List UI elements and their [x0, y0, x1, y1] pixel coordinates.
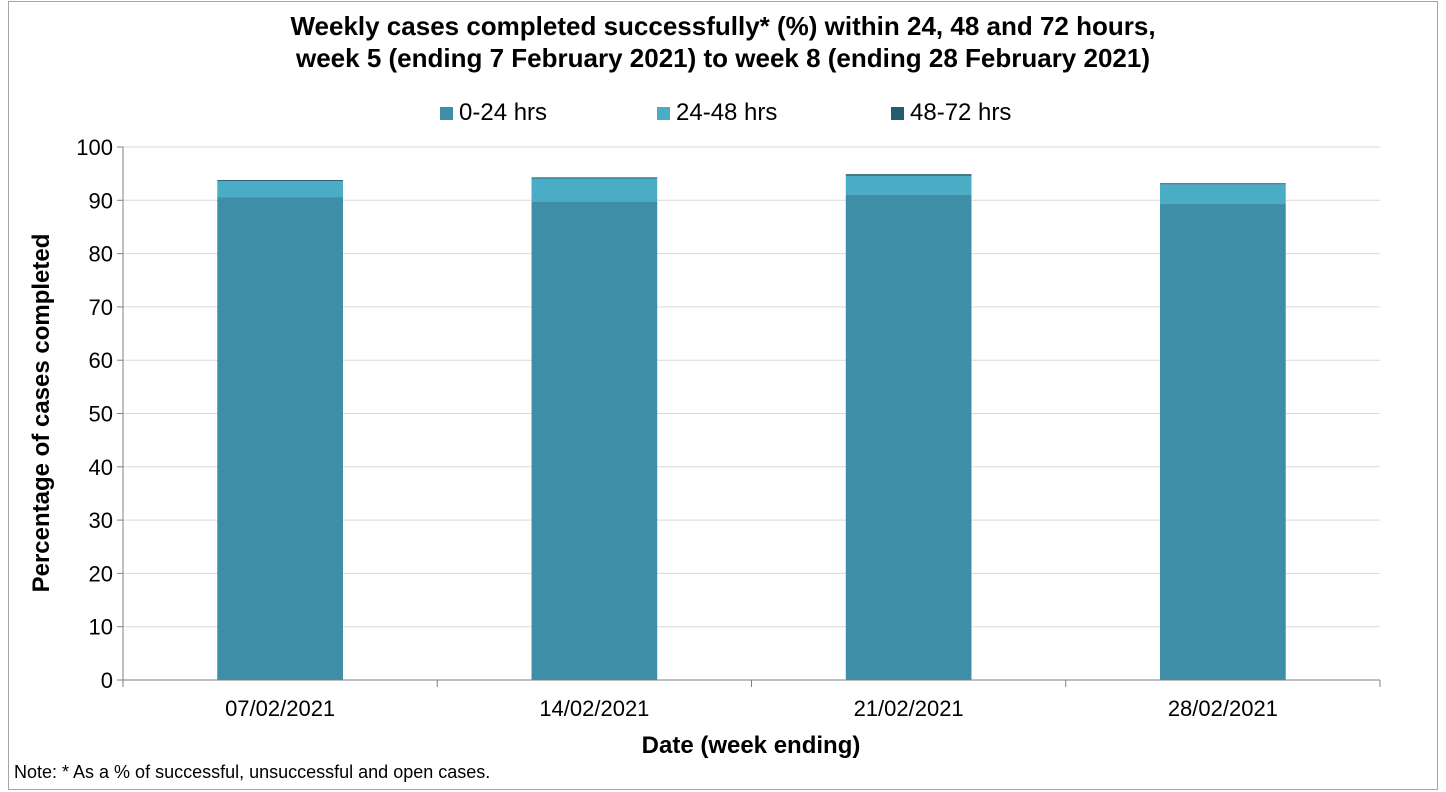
legend-item-24-48: 24-48 hrs	[657, 98, 777, 128]
y-tick-label-70: 70	[89, 295, 113, 320]
bar-07/02/2021-48-72 hrs	[217, 180, 343, 182]
legend-swatch-48-72	[891, 106, 904, 120]
x-tick-label-28/02/2021: 28/02/2021	[1168, 696, 1278, 721]
x-tick-label-14/02/2021: 14/02/2021	[539, 696, 649, 721]
chart-legend: 0-24 hrs 24-48 hrs 48-72 hrs	[0, 98, 1446, 128]
legend-label-0-24: 0-24 hrs	[459, 99, 548, 126]
bar-28/02/2021-24-48 hrs	[1160, 184, 1286, 205]
axes: 0 10 20 30 40 50 60 70 80 90 100 07/02/2021 14/02/20…	[76, 135, 1381, 721]
bar-07/02/2021-24-48 hrs	[217, 181, 343, 198]
bar-21/02/2021-24-48 hrs	[845, 175, 972, 195]
legend-swatch-24-48	[657, 106, 670, 120]
bar-21/02/2021-48-72 hrs	[845, 174, 972, 176]
bars	[217, 174, 1286, 681]
legend-swatch-0-24	[440, 106, 453, 120]
y-tick-label-0: 0	[101, 668, 113, 693]
bar-28/02/2021-48-72 hrs	[1160, 183, 1286, 185]
y-tick-label-40: 40	[89, 455, 113, 480]
y-tick-label-50: 50	[89, 402, 113, 427]
y-tick-label-10: 10	[89, 615, 113, 640]
y-tick-label-20: 20	[89, 561, 113, 586]
x-tick-label-07/02/2021: 07/02/2021	[225, 696, 335, 721]
bar-14/02/2021-48-72 hrs	[531, 177, 658, 179]
legend-label-24-48: 24-48 hrs	[676, 99, 778, 126]
bar-28/02/2021-0-24 hrs	[1160, 204, 1286, 680]
y-axis-title: Percentage of cases completed	[28, 234, 55, 593]
bar-21/02/2021-0-24 hrs	[845, 194, 972, 680]
y-tick-label-90: 90	[89, 188, 113, 213]
chart-title: Weekly cases completed successfully* (%)…	[0, 10, 1446, 74]
chart-title-line-2: week 5 (ending 7 February 2021) to week …	[296, 43, 1150, 73]
y-tick-label-30: 30	[89, 508, 113, 533]
y-tick-label-80: 80	[89, 242, 113, 267]
x-tick-label-21/02/2021: 21/02/2021	[854, 696, 964, 721]
legend-label-48-72: 48-72 hrs	[910, 99, 1012, 126]
bar-14/02/2021-0-24 hrs	[531, 201, 658, 680]
y-tick-label-100: 100	[76, 135, 113, 160]
chart-title-line-1: Weekly cases completed successfully* (%)…	[290, 11, 1156, 41]
footnote: Note: * As a % of successful, unsuccessf…	[14, 762, 491, 782]
legend-item-48-72: 48-72 hrs	[891, 98, 1011, 128]
legend-item-0-24: 0-24 hrs	[440, 98, 547, 128]
x-axis-title: Date (week ending)	[642, 732, 861, 759]
bar-14/02/2021-24-48 hrs	[531, 178, 658, 202]
y-tick-label-60: 60	[89, 348, 113, 373]
bar-07/02/2021-0-24 hrs	[217, 197, 343, 681]
